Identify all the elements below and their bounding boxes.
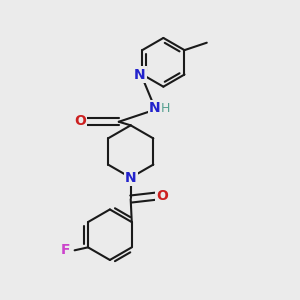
Text: N: N xyxy=(125,171,136,184)
Text: H: H xyxy=(161,102,170,115)
Text: O: O xyxy=(74,114,86,128)
Text: F: F xyxy=(60,243,70,257)
Text: N: N xyxy=(134,68,146,82)
Text: N: N xyxy=(148,101,160,116)
Text: O: O xyxy=(156,189,168,203)
